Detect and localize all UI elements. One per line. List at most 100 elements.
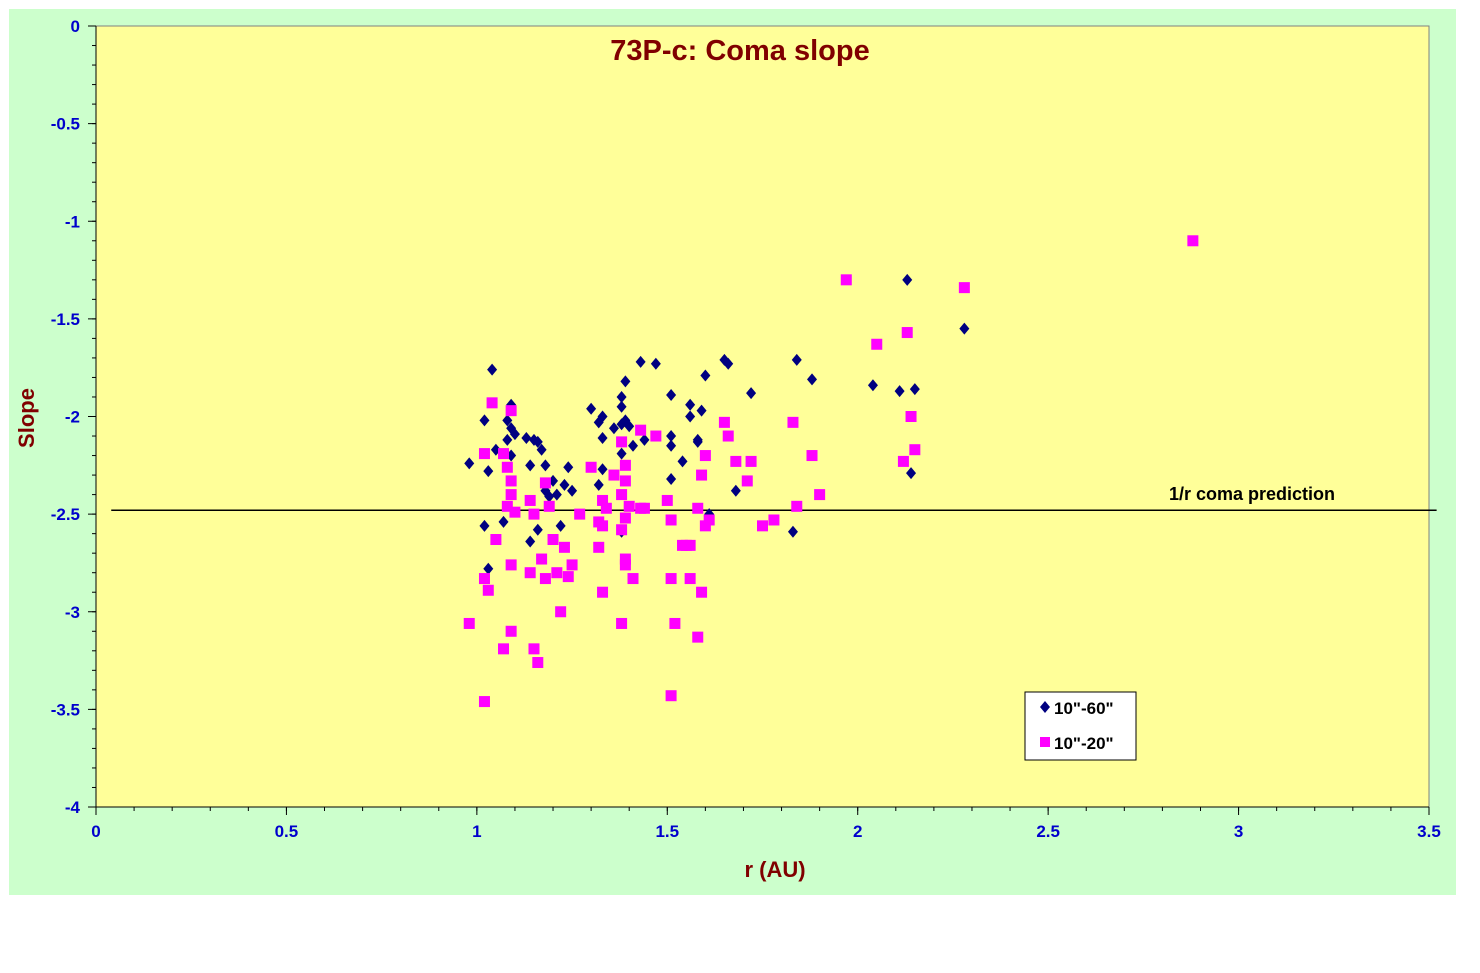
data-point-square bbox=[509, 506, 521, 518]
y-tick-label: -1 bbox=[65, 212, 80, 231]
data-point-diamond bbox=[509, 428, 520, 441]
data-point-diamond bbox=[502, 414, 513, 427]
data-point-square bbox=[505, 489, 517, 501]
data-point-diamond bbox=[624, 420, 635, 433]
data-point-square bbox=[490, 534, 502, 546]
data-point-diamond bbox=[479, 414, 490, 427]
data-point-square bbox=[505, 559, 517, 571]
data-point-square bbox=[585, 461, 597, 473]
plot-area bbox=[95, 25, 1430, 808]
data-point-square bbox=[699, 450, 711, 462]
data-point-square bbox=[566, 559, 578, 571]
data-point-diamond bbox=[502, 433, 513, 446]
data-point-square bbox=[635, 424, 647, 436]
data-point-square bbox=[482, 584, 494, 596]
data-point-square bbox=[536, 553, 548, 565]
data-point-square bbox=[597, 520, 609, 532]
data-point-diamond bbox=[650, 357, 661, 370]
data-point-square bbox=[806, 450, 818, 462]
data-point-square bbox=[524, 494, 536, 506]
data-point-diamond bbox=[906, 467, 917, 480]
data-point-square bbox=[574, 508, 586, 520]
data-point-square bbox=[616, 617, 628, 629]
data-point-square bbox=[486, 397, 498, 409]
data-point-square bbox=[665, 573, 677, 585]
data-point-square bbox=[665, 514, 677, 526]
legend: 10"-60" 10"-20" bbox=[1024, 691, 1137, 761]
data-point-square bbox=[498, 643, 510, 655]
data-point-diamond bbox=[639, 433, 650, 446]
y-tick-label: -3.5 bbox=[51, 700, 80, 719]
data-point-diamond bbox=[628, 439, 639, 452]
data-point-square bbox=[840, 274, 852, 286]
data-point-square bbox=[478, 573, 490, 585]
data-point-square bbox=[741, 475, 753, 487]
data-point-diamond bbox=[685, 410, 696, 423]
data-point-square bbox=[505, 405, 517, 417]
data-point-square bbox=[623, 500, 635, 512]
y-axis: 0 -0.5 -1 -1.5 -2 -2.5 -3 -3.5 -4 bbox=[51, 17, 97, 817]
data-point-square bbox=[650, 430, 662, 442]
data-point-diamond bbox=[532, 435, 543, 448]
data-point-square bbox=[478, 696, 490, 708]
legend-label-series-1: 10"-60" bbox=[1054, 699, 1114, 718]
legend-label-series-2: 10"-20" bbox=[1054, 734, 1114, 753]
data-point-square bbox=[699, 520, 711, 532]
x-axis: 0 0.5 1 1.5 2 2.5 3 3.5 bbox=[91, 806, 1441, 841]
data-point-diamond bbox=[544, 490, 555, 503]
data-point-square bbox=[528, 643, 540, 655]
data-point-square bbox=[498, 448, 510, 460]
data-point-square bbox=[608, 469, 620, 481]
data-point-diamond bbox=[635, 355, 646, 368]
data-point-diamond bbox=[807, 373, 818, 386]
data-point-square bbox=[619, 459, 631, 471]
data-point-diamond bbox=[791, 353, 802, 366]
data-point-diamond bbox=[608, 422, 619, 435]
data-point-square bbox=[1187, 235, 1199, 247]
data-point-square bbox=[528, 508, 540, 520]
data-point-square bbox=[593, 541, 605, 553]
data-point-diamond bbox=[677, 455, 688, 468]
data-point-square bbox=[551, 567, 563, 579]
data-point-square bbox=[597, 494, 609, 506]
data-point-square bbox=[478, 448, 490, 460]
data-point-diamond bbox=[479, 519, 490, 532]
y-tick-label: -1.5 bbox=[51, 310, 80, 329]
data-point-square bbox=[524, 567, 536, 579]
data-point-diamond bbox=[894, 385, 905, 398]
data-point-square bbox=[718, 416, 730, 428]
data-point-square bbox=[616, 524, 628, 536]
data-point-square bbox=[692, 502, 704, 514]
data-point-square bbox=[684, 573, 696, 585]
data-point-diamond bbox=[909, 383, 920, 396]
data-point-diamond bbox=[700, 369, 711, 382]
data-point-square bbox=[619, 553, 631, 565]
data-point-square bbox=[539, 477, 551, 489]
data-point-square bbox=[768, 514, 780, 526]
data-point-square bbox=[665, 690, 677, 702]
y-tick-label: -0.5 bbox=[51, 115, 80, 134]
data-point-diamond bbox=[567, 484, 578, 497]
data-point-square bbox=[627, 573, 639, 585]
data-point-diamond bbox=[666, 430, 677, 443]
y-axis-title: Slope bbox=[14, 388, 39, 448]
data-point-square bbox=[661, 494, 673, 506]
data-point-diamond bbox=[867, 379, 878, 392]
x-tick-label: 0 bbox=[91, 822, 100, 841]
data-point-square bbox=[619, 475, 631, 487]
data-point-square bbox=[543, 500, 555, 512]
series-1 bbox=[464, 273, 970, 575]
data-point-diamond bbox=[586, 402, 597, 415]
x-tick-label: 1 bbox=[472, 822, 481, 841]
data-point-diamond bbox=[555, 519, 566, 532]
chart-title: 73P-c: Coma slope bbox=[610, 35, 869, 67]
legend-marker-square-icon bbox=[1040, 737, 1050, 747]
data-point-square bbox=[684, 539, 696, 551]
data-point-square bbox=[562, 571, 574, 583]
x-tick-label: 3 bbox=[1234, 822, 1243, 841]
x-axis-title: r (AU) bbox=[744, 857, 805, 882]
data-point-diamond bbox=[483, 562, 494, 575]
data-point-square bbox=[730, 455, 742, 467]
data-point-square bbox=[638, 502, 650, 514]
